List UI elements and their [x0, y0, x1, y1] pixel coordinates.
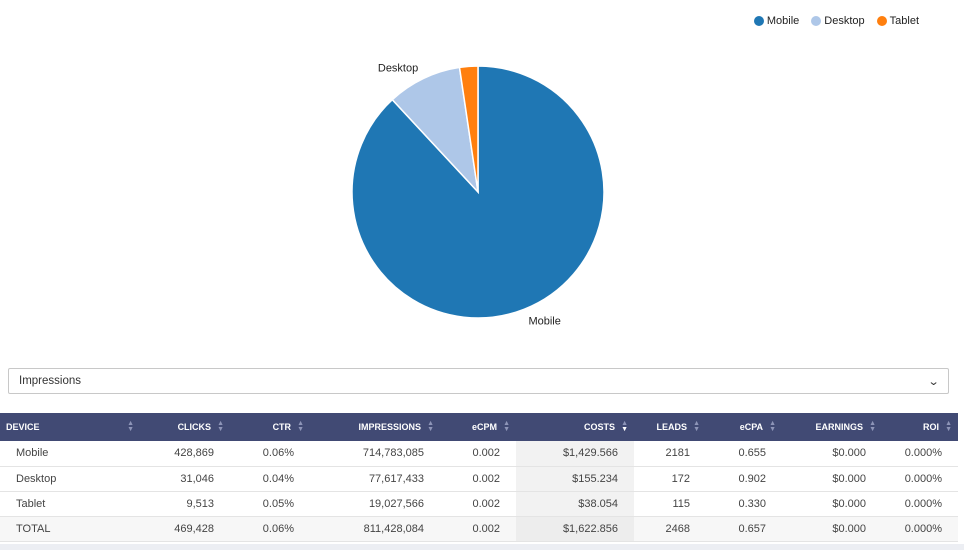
cell-ecpa: 0.902	[706, 466, 782, 492]
column-header-ctr[interactable]: CTR ▲ ▼	[230, 413, 310, 441]
table-row: Desktop 31,046 0.04% 77,617,433 0.002 $1…	[0, 466, 958, 492]
legend-swatch-desktop	[811, 16, 822, 26]
column-header-device[interactable]: DEVICE ▲ ▼	[0, 413, 140, 441]
cell-costs: $38.054	[516, 491, 634, 517]
legend-label-mobile: Mobile	[766, 15, 800, 27]
cell-ctr: 0.05%	[230, 491, 310, 517]
column-header-ecpm[interactable]: eCPM ▲ ▼	[440, 413, 516, 441]
column-header-earnings[interactable]: EARNINGS ▲ ▼	[782, 413, 882, 441]
cell-impressions: 714,783,085	[310, 441, 440, 467]
cell-clicks: 428,869	[140, 441, 230, 467]
legend-swatch-mobile	[753, 16, 764, 26]
cell-device: Mobile	[0, 441, 140, 467]
column-header-leads[interactable]: LEADS ▲ ▼	[634, 413, 706, 441]
column-header-costs[interactable]: COSTS ▲ ▼	[516, 413, 634, 441]
sort-icon: ▲ ▼	[427, 420, 434, 433]
cell-leads: 2181	[634, 441, 706, 467]
column-header-impressions[interactable]: IMPRESSIONS ▲ ▼	[310, 413, 440, 441]
metric-select[interactable]: Impressions ⌄	[8, 368, 949, 394]
table-row: Tablet 9,513 0.05% 19,027,566 0.002 $38.…	[0, 491, 958, 517]
sort-icon: ▲ ▼	[869, 420, 876, 433]
legend-item-tablet[interactable]: Tablet	[876, 15, 919, 27]
device-pie-chart: Mobile Desktop Mobile Desktop Tablet	[351, 15, 919, 327]
cell-roi: 0.000%	[882, 516, 958, 542]
sort-icon: ▲ ▼	[297, 420, 304, 433]
sort-icon: ▲ ▼	[769, 420, 776, 433]
cell-clicks: 31,046	[140, 466, 230, 492]
column-header-clicks[interactable]: CLICKS ▲ ▼	[140, 413, 230, 441]
sort-icon: ▲ ▼	[945, 420, 952, 433]
cell-impressions: 77,617,433	[310, 466, 440, 492]
cell-earnings: $0.000	[782, 466, 882, 492]
cell-roi: 0.000%	[882, 491, 958, 517]
legend-item-mobile[interactable]: Mobile	[753, 15, 800, 27]
pie-label-mobile: Mobile	[528, 315, 560, 327]
chevron-down-icon: ⌄	[927, 375, 940, 388]
metric-select-value: Impressions	[19, 375, 81, 387]
cell-ecpa: 0.655	[706, 441, 782, 467]
cell-impressions: 811,428,084	[310, 516, 440, 542]
legend-swatch-tablet	[876, 16, 887, 26]
cell-leads: 172	[634, 466, 706, 492]
table-row: Mobile 428,869 0.06% 714,783,085 0.002 $…	[0, 441, 958, 467]
sort-icon: ▲ ▼	[217, 420, 224, 433]
legend-label-desktop: Desktop	[824, 15, 865, 27]
legend-item-desktop[interactable]: Desktop	[811, 15, 865, 27]
cell-earnings: $0.000	[782, 516, 882, 542]
cell-ecpa: 0.330	[706, 491, 782, 517]
cell-costs: $1,622.856	[516, 516, 634, 542]
cell-ctr: 0.06%	[230, 516, 310, 542]
pie-label-desktop: Desktop	[378, 63, 418, 75]
cell-costs: $155.234	[516, 466, 634, 492]
pie-slice-desktop[interactable]	[391, 66, 480, 195]
bottom-scroll-area	[0, 544, 964, 550]
cell-clicks: 9,513	[140, 491, 230, 517]
cell-roi: 0.000%	[882, 441, 958, 467]
cell-ctr: 0.04%	[230, 466, 310, 492]
table-total-row: TOTAL 469,428 0.06% 811,428,084 0.002 $1…	[0, 516, 958, 542]
pie-slice-mobile[interactable]	[351, 65, 605, 319]
sort-icon: ▲ ▼	[127, 420, 134, 433]
cell-impressions: 19,027,566	[310, 491, 440, 517]
cell-ecpm: 0.002	[440, 466, 516, 492]
cell-ecpm: 0.002	[440, 441, 516, 467]
cell-device: Desktop	[0, 466, 140, 492]
cell-ecpm: 0.002	[440, 516, 516, 542]
sort-icon: ▲ ▼	[621, 420, 628, 433]
chart-legend: Mobile Desktop Tablet	[753, 15, 919, 27]
column-header-roi[interactable]: ROI ▲ ▼	[882, 413, 958, 441]
sort-icon: ▲ ▼	[503, 420, 510, 433]
legend-label-tablet: Tablet	[889, 15, 919, 27]
device-report-table: DEVICE ▲ ▼ CLICKS ▲ ▼ CTR ▲ ▼ IMPRESSIONS ▲ ▼ eC…	[0, 413, 958, 542]
cell-leads: 115	[634, 491, 706, 517]
cell-clicks: 469,428	[140, 516, 230, 542]
cell-ecpa: 0.657	[706, 516, 782, 542]
sort-icon: ▲ ▼	[693, 420, 700, 433]
cell-device: TOTAL	[0, 516, 140, 542]
cell-ecpm: 0.002	[440, 491, 516, 517]
pie-chart-svg: Mobile Desktop	[351, 63, 605, 327]
cell-costs: $1,429.566	[516, 441, 634, 467]
cell-roi: 0.000%	[882, 466, 958, 492]
cell-earnings: $0.000	[782, 441, 882, 467]
cell-device: Tablet	[0, 491, 140, 517]
column-header-ecpa[interactable]: eCPA ▲ ▼	[706, 413, 782, 441]
cell-ctr: 0.06%	[230, 441, 310, 467]
cell-earnings: $0.000	[782, 491, 882, 517]
pie-slice-tablet[interactable]	[458, 65, 479, 193]
table-header-row: DEVICE ▲ ▼ CLICKS ▲ ▼ CTR ▲ ▼ IMPRESSIONS ▲ ▼ eC…	[0, 413, 958, 441]
cell-leads: 2468	[634, 516, 706, 542]
